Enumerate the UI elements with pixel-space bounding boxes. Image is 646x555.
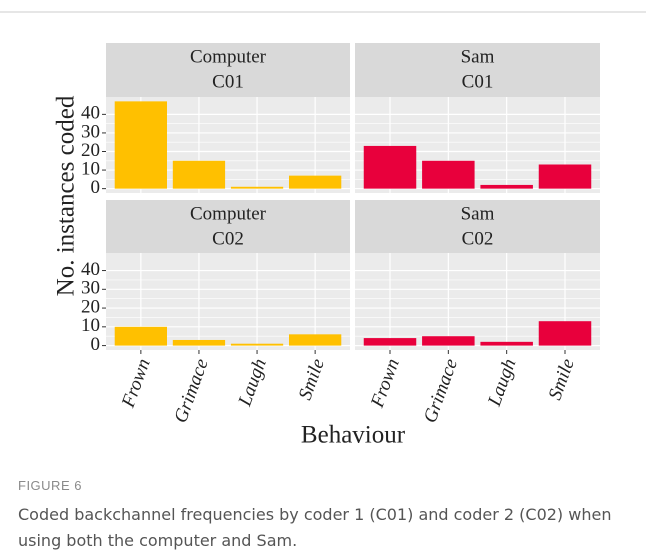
y-tick-label: 20 bbox=[81, 296, 100, 317]
strip-subtitle: C01 bbox=[212, 71, 244, 92]
chart: No. instances coded Behaviour Computer C0… bbox=[0, 11, 646, 449]
bar bbox=[538, 321, 592, 346]
x-tick-label: Grimace bbox=[420, 356, 462, 426]
bar bbox=[289, 334, 342, 346]
strip-title: Computer bbox=[190, 203, 267, 224]
bar bbox=[480, 341, 533, 346]
x-tick-label: Laugh bbox=[234, 356, 271, 410]
bar bbox=[363, 145, 417, 189]
bar bbox=[172, 339, 226, 346]
bar bbox=[538, 164, 592, 189]
x-tick-label: Smile bbox=[295, 356, 329, 403]
bar bbox=[363, 338, 417, 346]
y-tick-label: 30 bbox=[81, 121, 100, 142]
strip-subtitle: C01 bbox=[462, 71, 494, 92]
bar bbox=[422, 336, 475, 346]
x-tick-label: Smile bbox=[545, 356, 579, 403]
strip-subtitle: C02 bbox=[462, 228, 494, 249]
strip bbox=[355, 43, 600, 97]
strip bbox=[106, 43, 350, 97]
bar bbox=[172, 160, 226, 189]
y-tick-label: 10 bbox=[81, 315, 100, 336]
x-tick-label: Laugh bbox=[484, 356, 521, 410]
bar bbox=[422, 160, 475, 189]
y-tick-label: 20 bbox=[81, 140, 100, 161]
x-tick-label: Frown bbox=[117, 356, 154, 411]
bar bbox=[480, 184, 533, 189]
x-tick-label: Frown bbox=[367, 356, 404, 411]
bar bbox=[114, 101, 167, 189]
figure-caption: Coded backchannel frequencies by coder 1… bbox=[18, 505, 612, 550]
y-tick-label: 10 bbox=[81, 158, 100, 179]
y-tick-label: 40 bbox=[81, 259, 100, 280]
y-tick-label: 0 bbox=[91, 177, 101, 198]
strip-title: Sam bbox=[461, 46, 495, 67]
bar bbox=[289, 175, 342, 189]
figure-label: FIGURE 6 bbox=[18, 478, 82, 493]
y-tick-label: 40 bbox=[81, 103, 100, 124]
x-tick-label: Grimace bbox=[170, 356, 212, 426]
y-tick-label: 30 bbox=[81, 278, 100, 299]
strip bbox=[355, 200, 600, 253]
strip-title: Sam bbox=[461, 203, 495, 224]
strip-title: Computer bbox=[190, 46, 267, 67]
bar bbox=[230, 186, 284, 189]
y-tick-label: 0 bbox=[91, 334, 101, 355]
bar bbox=[114, 326, 167, 346]
x-axis-title: Behaviour bbox=[301, 422, 406, 449]
strip bbox=[106, 200, 350, 253]
bar bbox=[230, 343, 284, 346]
y-axis-title: No. instances coded bbox=[53, 95, 80, 296]
strip-subtitle: C02 bbox=[212, 228, 244, 249]
